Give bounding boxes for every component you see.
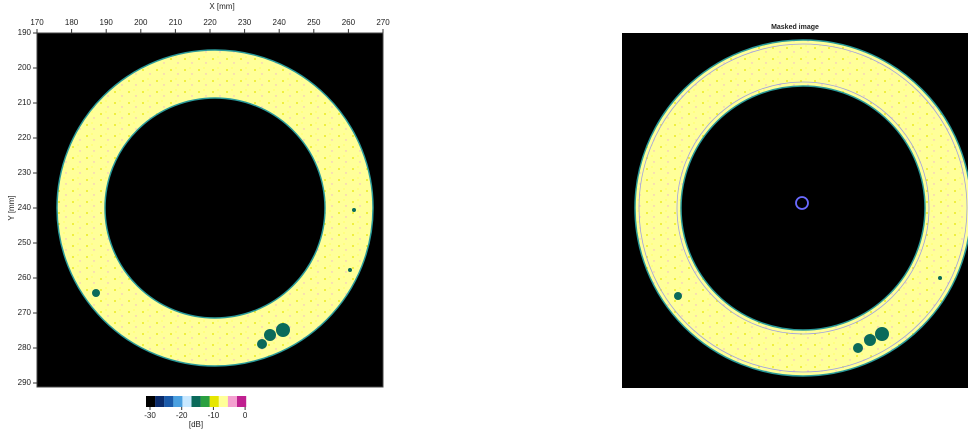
body: X [mm] Y [mm] -30 -20 -10 0 [dB] Masked ima… — [0, 0, 968, 430]
x-tick-label: 260 — [342, 18, 356, 27]
colorbar-cell — [210, 396, 219, 407]
x-tick-label: 210 — [169, 18, 183, 27]
colorbar-unit: [dB] — [189, 420, 203, 429]
colorbar-cell — [182, 396, 191, 407]
x-tick-label: 220 — [203, 18, 217, 27]
y-tick-label: 240 — [18, 203, 32, 212]
x-tick-label: 250 — [307, 18, 321, 27]
y-tick-label: 200 — [18, 63, 32, 72]
x-tick-label: 200 — [134, 18, 148, 27]
screen: X [mm] Y [mm] -30 -20 -10 0 [dB] Masked ima… — [0, 0, 968, 430]
x-tick-label: 270 — [376, 18, 390, 27]
y-axis-label: Y [mm] — [7, 195, 16, 220]
colorbar-tick-label: -30 — [144, 411, 156, 420]
colorbar-cell — [219, 396, 228, 407]
left-image — [37, 33, 383, 387]
y-tick-label: 190 — [18, 28, 32, 37]
colorbar-cell — [155, 396, 164, 407]
colorbar-cell — [173, 396, 182, 407]
x-tick-label: 170 — [30, 18, 44, 27]
colorbar-cell — [237, 396, 246, 407]
panel-title: Masked image — [771, 24, 819, 31]
x-tick-label: 240 — [273, 18, 287, 27]
y-tick-label: 260 — [18, 273, 32, 282]
colorbar-cell — [228, 396, 237, 407]
colorbar-cell — [192, 396, 201, 407]
y-tick-label: 290 — [18, 378, 32, 387]
y-tick-label: 280 — [18, 343, 32, 352]
x-axis-label: X [mm] — [209, 2, 234, 11]
page: {"left_panel": {"x_axis_label": "X [mm]"… — [0, 0, 968, 430]
colorbar-cell — [164, 396, 173, 407]
y-tick-label: 230 — [18, 168, 32, 177]
colorbar-cell — [146, 396, 155, 407]
x-tick-label: 180 — [65, 18, 79, 27]
y-tick-label: 220 — [18, 133, 32, 142]
right-image — [622, 33, 968, 388]
colorbar-tick-label: 0 — [243, 411, 248, 420]
y-tick-label: 270 — [18, 308, 32, 317]
y-tick-label: 210 — [18, 98, 32, 107]
y-tick-label: 250 — [18, 238, 32, 247]
x-tick-label: 190 — [100, 18, 114, 27]
colorbar-tick-label: -20 — [176, 411, 188, 420]
colorbar-cell — [201, 396, 210, 407]
x-tick-label: 230 — [238, 18, 252, 27]
colorbar: -30 -20 -10 0 — [144, 396, 248, 420]
colorbar-tick-label: -10 — [208, 411, 220, 420]
